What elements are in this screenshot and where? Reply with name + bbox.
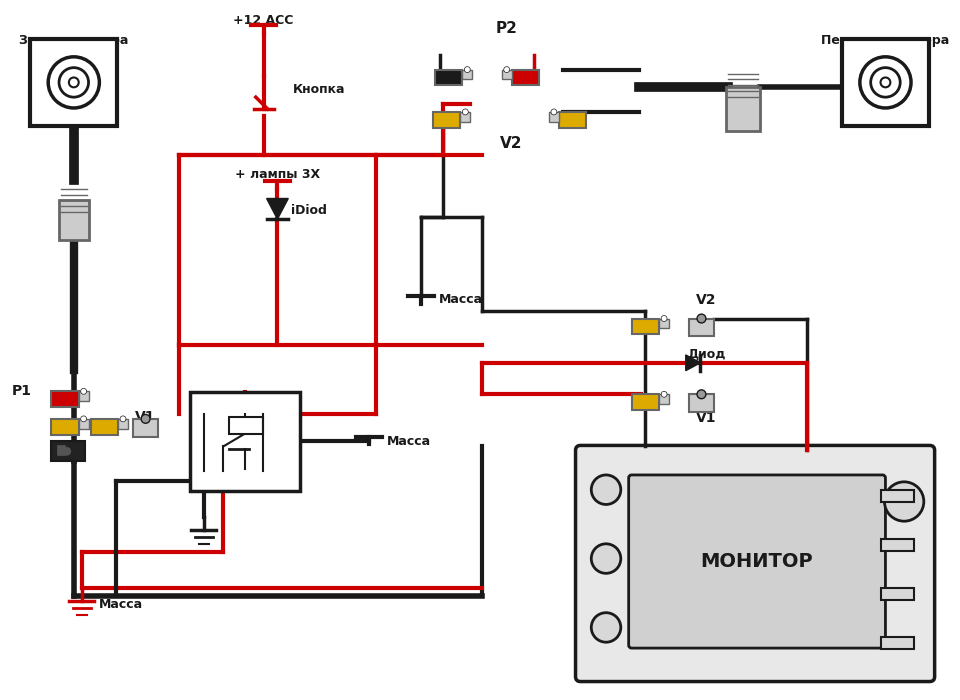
Circle shape xyxy=(120,416,126,422)
FancyBboxPatch shape xyxy=(576,445,935,682)
Bar xyxy=(880,539,914,551)
Bar xyxy=(549,112,559,122)
Text: V2: V2 xyxy=(500,136,523,150)
Text: Задняя камера: Задняя камера xyxy=(19,34,129,47)
Bar xyxy=(632,318,660,335)
Text: +12 ACC: +12 ACC xyxy=(233,13,294,27)
Text: Масса: Масса xyxy=(387,435,431,448)
Circle shape xyxy=(59,68,88,97)
Bar xyxy=(433,112,461,127)
Circle shape xyxy=(591,612,621,642)
Circle shape xyxy=(81,416,86,422)
Circle shape xyxy=(884,482,924,522)
Text: Кнопка: Кнопка xyxy=(293,83,346,96)
FancyBboxPatch shape xyxy=(629,475,885,648)
Text: Диод: Диод xyxy=(687,348,726,361)
Bar xyxy=(880,637,914,649)
Text: 86: 86 xyxy=(261,483,276,493)
Circle shape xyxy=(591,475,621,505)
Bar xyxy=(512,69,540,85)
Circle shape xyxy=(69,78,79,88)
Bar xyxy=(90,419,118,435)
Bar xyxy=(190,392,300,491)
Text: + лампы 3Х: + лампы 3Х xyxy=(235,168,320,181)
Bar xyxy=(229,417,263,433)
Bar xyxy=(79,419,88,428)
Circle shape xyxy=(860,57,911,108)
Bar xyxy=(51,391,79,407)
Bar xyxy=(51,442,84,461)
Bar xyxy=(132,419,158,437)
Bar xyxy=(463,69,472,79)
Text: Масса: Масса xyxy=(100,598,143,611)
Bar xyxy=(688,318,714,336)
Bar xyxy=(559,112,587,127)
Circle shape xyxy=(871,68,900,97)
Text: Масса: Масса xyxy=(439,293,483,307)
Text: V2: V2 xyxy=(696,293,716,307)
Bar xyxy=(842,39,928,126)
Text: МОНИТОР: МОНИТОР xyxy=(701,552,813,571)
Bar xyxy=(57,445,65,455)
Circle shape xyxy=(63,447,71,455)
Bar xyxy=(59,200,88,240)
Bar xyxy=(880,490,914,501)
Bar xyxy=(726,88,760,131)
Circle shape xyxy=(48,57,100,108)
Circle shape xyxy=(465,66,470,73)
Text: V1: V1 xyxy=(696,411,716,425)
Bar xyxy=(502,69,512,79)
Bar xyxy=(79,391,88,401)
Circle shape xyxy=(504,66,510,73)
Bar xyxy=(660,318,669,328)
Bar xyxy=(31,39,117,126)
Bar xyxy=(632,394,660,410)
Text: 30: 30 xyxy=(237,406,253,419)
Text: P1: P1 xyxy=(12,384,32,398)
Polygon shape xyxy=(267,199,288,219)
Circle shape xyxy=(661,316,667,321)
Circle shape xyxy=(697,314,706,323)
Circle shape xyxy=(880,78,890,88)
Text: P2: P2 xyxy=(495,22,517,36)
Text: 87a: 87a xyxy=(226,483,249,493)
Circle shape xyxy=(81,389,86,394)
Bar xyxy=(118,419,128,428)
Polygon shape xyxy=(685,355,701,371)
Bar xyxy=(461,112,470,122)
Bar xyxy=(880,588,914,600)
Bar xyxy=(660,394,669,404)
Text: iDiod: iDiod xyxy=(291,204,327,217)
Text: 85: 85 xyxy=(196,483,211,493)
Circle shape xyxy=(591,544,621,573)
Text: Передняя камера: Передняя камера xyxy=(822,34,949,47)
Bar xyxy=(51,419,79,435)
Circle shape xyxy=(141,414,150,424)
Text: 87: 87 xyxy=(237,433,252,444)
Text: V1: V1 xyxy=(135,410,156,424)
Bar xyxy=(435,69,463,85)
Circle shape xyxy=(551,109,557,115)
Circle shape xyxy=(463,109,468,115)
Circle shape xyxy=(697,390,706,399)
Circle shape xyxy=(661,391,667,397)
Bar xyxy=(688,394,714,412)
